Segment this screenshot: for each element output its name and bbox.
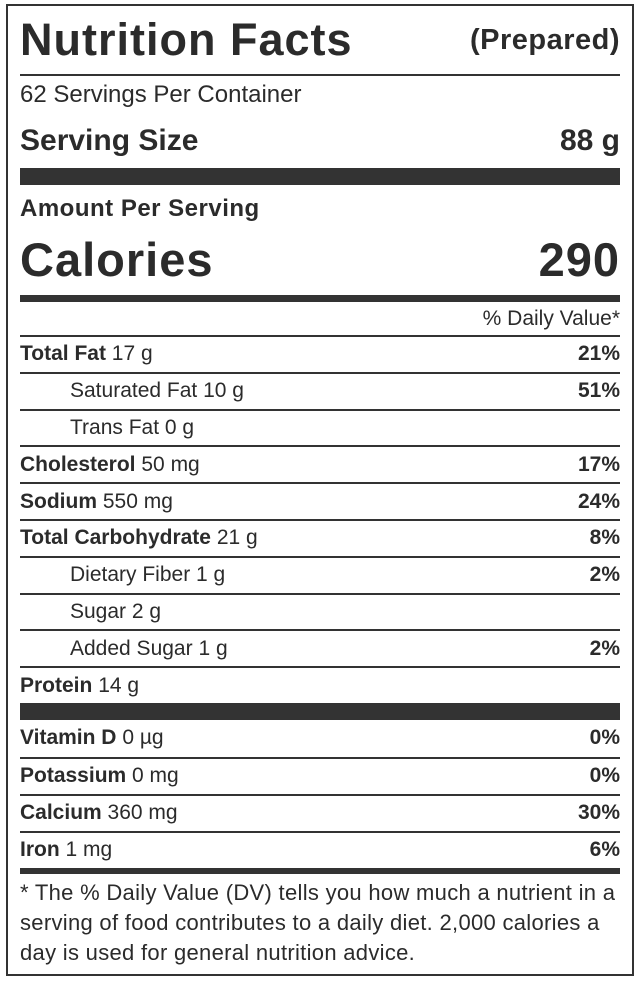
nutrient-name: Protein	[20, 673, 93, 697]
nutrient-amount: 0 mg	[132, 764, 179, 788]
daily-value-header: % Daily Value*	[482, 306, 620, 330]
nutrient-amount: 360 mg	[107, 801, 178, 825]
vitamins: Vitamin D 0 µg 0% Potassium 0 mg 0% Calcium …	[20, 720, 620, 868]
nutrient: Cholesterol 50 mg	[20, 453, 200, 477]
nutrient-name: Dietary Fiber	[70, 563, 191, 587]
footnote: * The % Daily Value (DV) tells you how m…	[20, 879, 616, 965]
calories-label: Calories	[20, 232, 214, 286]
nutrient-row: Trans Fat 0 g	[20, 408, 620, 446]
nutrient-row: Vitamin D 0 µg 0%	[20, 720, 620, 757]
daily-value: 0%	[589, 764, 620, 788]
nutrient-name: Sodium	[20, 489, 97, 513]
nutrient-row: Sugar 2 g	[20, 592, 620, 630]
nutrient-row: Calcium 360 mg 30%	[20, 793, 620, 831]
amount-per-serving: Amount Per Serving	[20, 195, 260, 222]
nutrients: Total Fat 17 g 21% Saturated Fat 10 g 51% Tr…	[20, 335, 620, 703]
nutrient-name: Cholesterol	[20, 452, 136, 476]
nutrient-amount: 550 mg	[102, 489, 173, 513]
nutrient: Total Fat 17 g	[20, 342, 153, 366]
nutrient-name: Potassium	[20, 764, 127, 788]
nutrient: Trans Fat 0 g	[20, 416, 194, 440]
daily-value: 6%	[589, 838, 620, 862]
servings: 62 Servings Per Container	[20, 81, 302, 108]
nutrient-name: Total Fat	[20, 342, 106, 366]
daily-value: 21%	[577, 342, 620, 366]
daily-value: 2%	[589, 563, 620, 587]
nutrient-row: Iron 1 mg 6%	[20, 830, 620, 868]
calories-value: 290	[538, 232, 620, 286]
nutrient: Sodium 550 mg	[20, 490, 173, 514]
nutrient: Added Sugar 1 g	[20, 637, 228, 661]
serving-size-value: 88 g	[559, 124, 620, 157]
daily-value: 30%	[577, 801, 620, 825]
nutrient: Vitamin D 0 µg	[20, 726, 164, 750]
nutrient-name: Trans Fat	[70, 415, 160, 439]
nutrient-amount: 2 g	[131, 599, 162, 623]
nutrient-name: Sugar	[70, 599, 127, 623]
nutrient-row: Dietary Fiber 1 g 2%	[20, 555, 620, 593]
nutrient-amount: 50 mg	[141, 452, 200, 476]
nutrient: Protein 14 g	[20, 674, 139, 698]
divider	[20, 702, 620, 720]
serving-size-label: Serving Size	[20, 124, 199, 157]
divider	[20, 168, 620, 185]
divider	[20, 867, 620, 874]
nutrient-row: Total Fat 17 g 21%	[20, 335, 620, 372]
nutrient-name: Saturated Fat	[70, 379, 198, 403]
nutrient-row: Protein 14 g	[20, 666, 620, 703]
daily-value: 24%	[577, 489, 620, 513]
nutrient-amount: 0 g	[164, 415, 195, 439]
nutrient-amount: 1 mg	[65, 838, 113, 862]
nutrient-row: Added Sugar 1 g 2%	[20, 629, 620, 666]
nutrient-row: Sodium 550 mg 24%	[20, 482, 620, 519]
nutrient-amount: 17 g	[111, 342, 153, 366]
nutrient-name: Iron	[20, 838, 60, 862]
calories: Calories 290	[20, 223, 620, 295]
nutrient-name: Added Sugar	[70, 636, 193, 660]
daily-value: 51%	[577, 379, 620, 403]
nutrient: Calcium 360 mg	[20, 801, 178, 825]
nutrient: Potassium 0 mg	[20, 764, 179, 788]
daily-value: 2%	[589, 636, 620, 660]
daily-value: 0%	[589, 726, 620, 750]
nutrient: Iron 1 mg	[20, 838, 112, 862]
nutrition-label: Nutrition Facts (Prepared) 62 Servings P…	[6, 4, 634, 976]
nutrient-amount: 1 g	[198, 636, 228, 660]
header: Nutrition Facts (Prepared)	[20, 6, 620, 74]
nutrient-row: Total Carbohydrate 21 g 8%	[20, 518, 620, 556]
nutrient-name: Total Carbohydrate	[20, 526, 211, 550]
nutrient-amount: 10 g	[203, 379, 244, 403]
nutrient-row: Potassium 0 mg 0%	[20, 756, 620, 794]
divider	[20, 74, 620, 76]
daily-value: 8%	[589, 526, 620, 550]
nutrient-row: Saturated Fat 10 g 51%	[20, 371, 620, 409]
nutrient-row: Cholesterol 50 mg 17%	[20, 445, 620, 482]
serving-size: Serving Size 88 g	[20, 114, 620, 168]
nutrient-amount: 21 g	[216, 526, 258, 550]
nutrient: Total Carbohydrate 21 g	[20, 526, 258, 550]
divider	[20, 295, 620, 302]
nutrient-amount: 0 µg	[122, 726, 164, 750]
nutrient-amount: 1 g	[196, 563, 226, 587]
title: Nutrition Facts	[20, 14, 353, 65]
nutrient-name: Vitamin D	[20, 726, 117, 750]
nutrient-name: Calcium	[20, 801, 102, 825]
nutrient-amount: 14 g	[98, 673, 140, 697]
daily-value: 17%	[577, 452, 620, 476]
nutrient: Dietary Fiber 1 g	[20, 563, 225, 587]
nutrient: Sugar 2 g	[20, 600, 161, 624]
subtitle: (Prepared)	[469, 23, 620, 56]
nutrient: Saturated Fat 10 g	[20, 379, 244, 403]
